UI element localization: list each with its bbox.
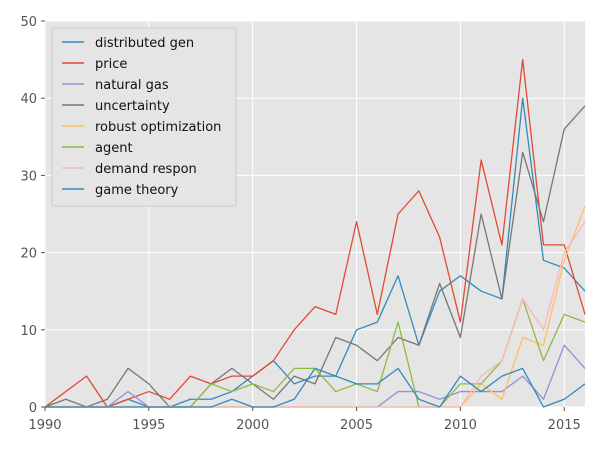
legend-label: distributed gen xyxy=(95,36,194,51)
x-tick-label: 1990 xyxy=(28,418,61,433)
grid xyxy=(44,20,585,408)
y-tick-label: 10 xyxy=(20,324,37,339)
legend-box xyxy=(51,27,237,207)
x-tick-label: 1995 xyxy=(132,418,165,433)
legend-label: price xyxy=(95,57,127,72)
legend-label: game theory xyxy=(95,183,179,198)
x-tick-label: 2005 xyxy=(340,418,373,433)
y-tick-label: 30 xyxy=(20,169,37,184)
x-tick-label: 2010 xyxy=(444,418,477,433)
y-tick-label: 40 xyxy=(20,92,37,107)
x-tick-label: 2000 xyxy=(236,418,269,433)
y-tick-label: 0 xyxy=(29,401,37,416)
y-tick-label: 50 xyxy=(20,15,37,30)
series-line-game-theory xyxy=(45,367,586,408)
series-line-distributed-gen xyxy=(45,97,586,408)
legend-label: demand respon xyxy=(95,162,197,177)
series-line-uncertainty xyxy=(44,105,586,408)
y-axis: 0 10 20 30 40 50 xyxy=(20,15,45,416)
y-tick-label: 20 xyxy=(20,247,37,262)
x-axis: 1990 1995 2000 2005 2010 2015 xyxy=(28,407,581,433)
series-layer xyxy=(44,58,586,408)
legend-label: robust optimization xyxy=(95,120,221,135)
x-tick-label: 2015 xyxy=(548,418,581,433)
legend-label: agent xyxy=(95,141,133,156)
legend-label: uncertainty xyxy=(95,99,170,114)
legend-label: natural gas xyxy=(95,78,169,93)
legend: distributed gen price natural gas uncertain… xyxy=(51,27,237,207)
